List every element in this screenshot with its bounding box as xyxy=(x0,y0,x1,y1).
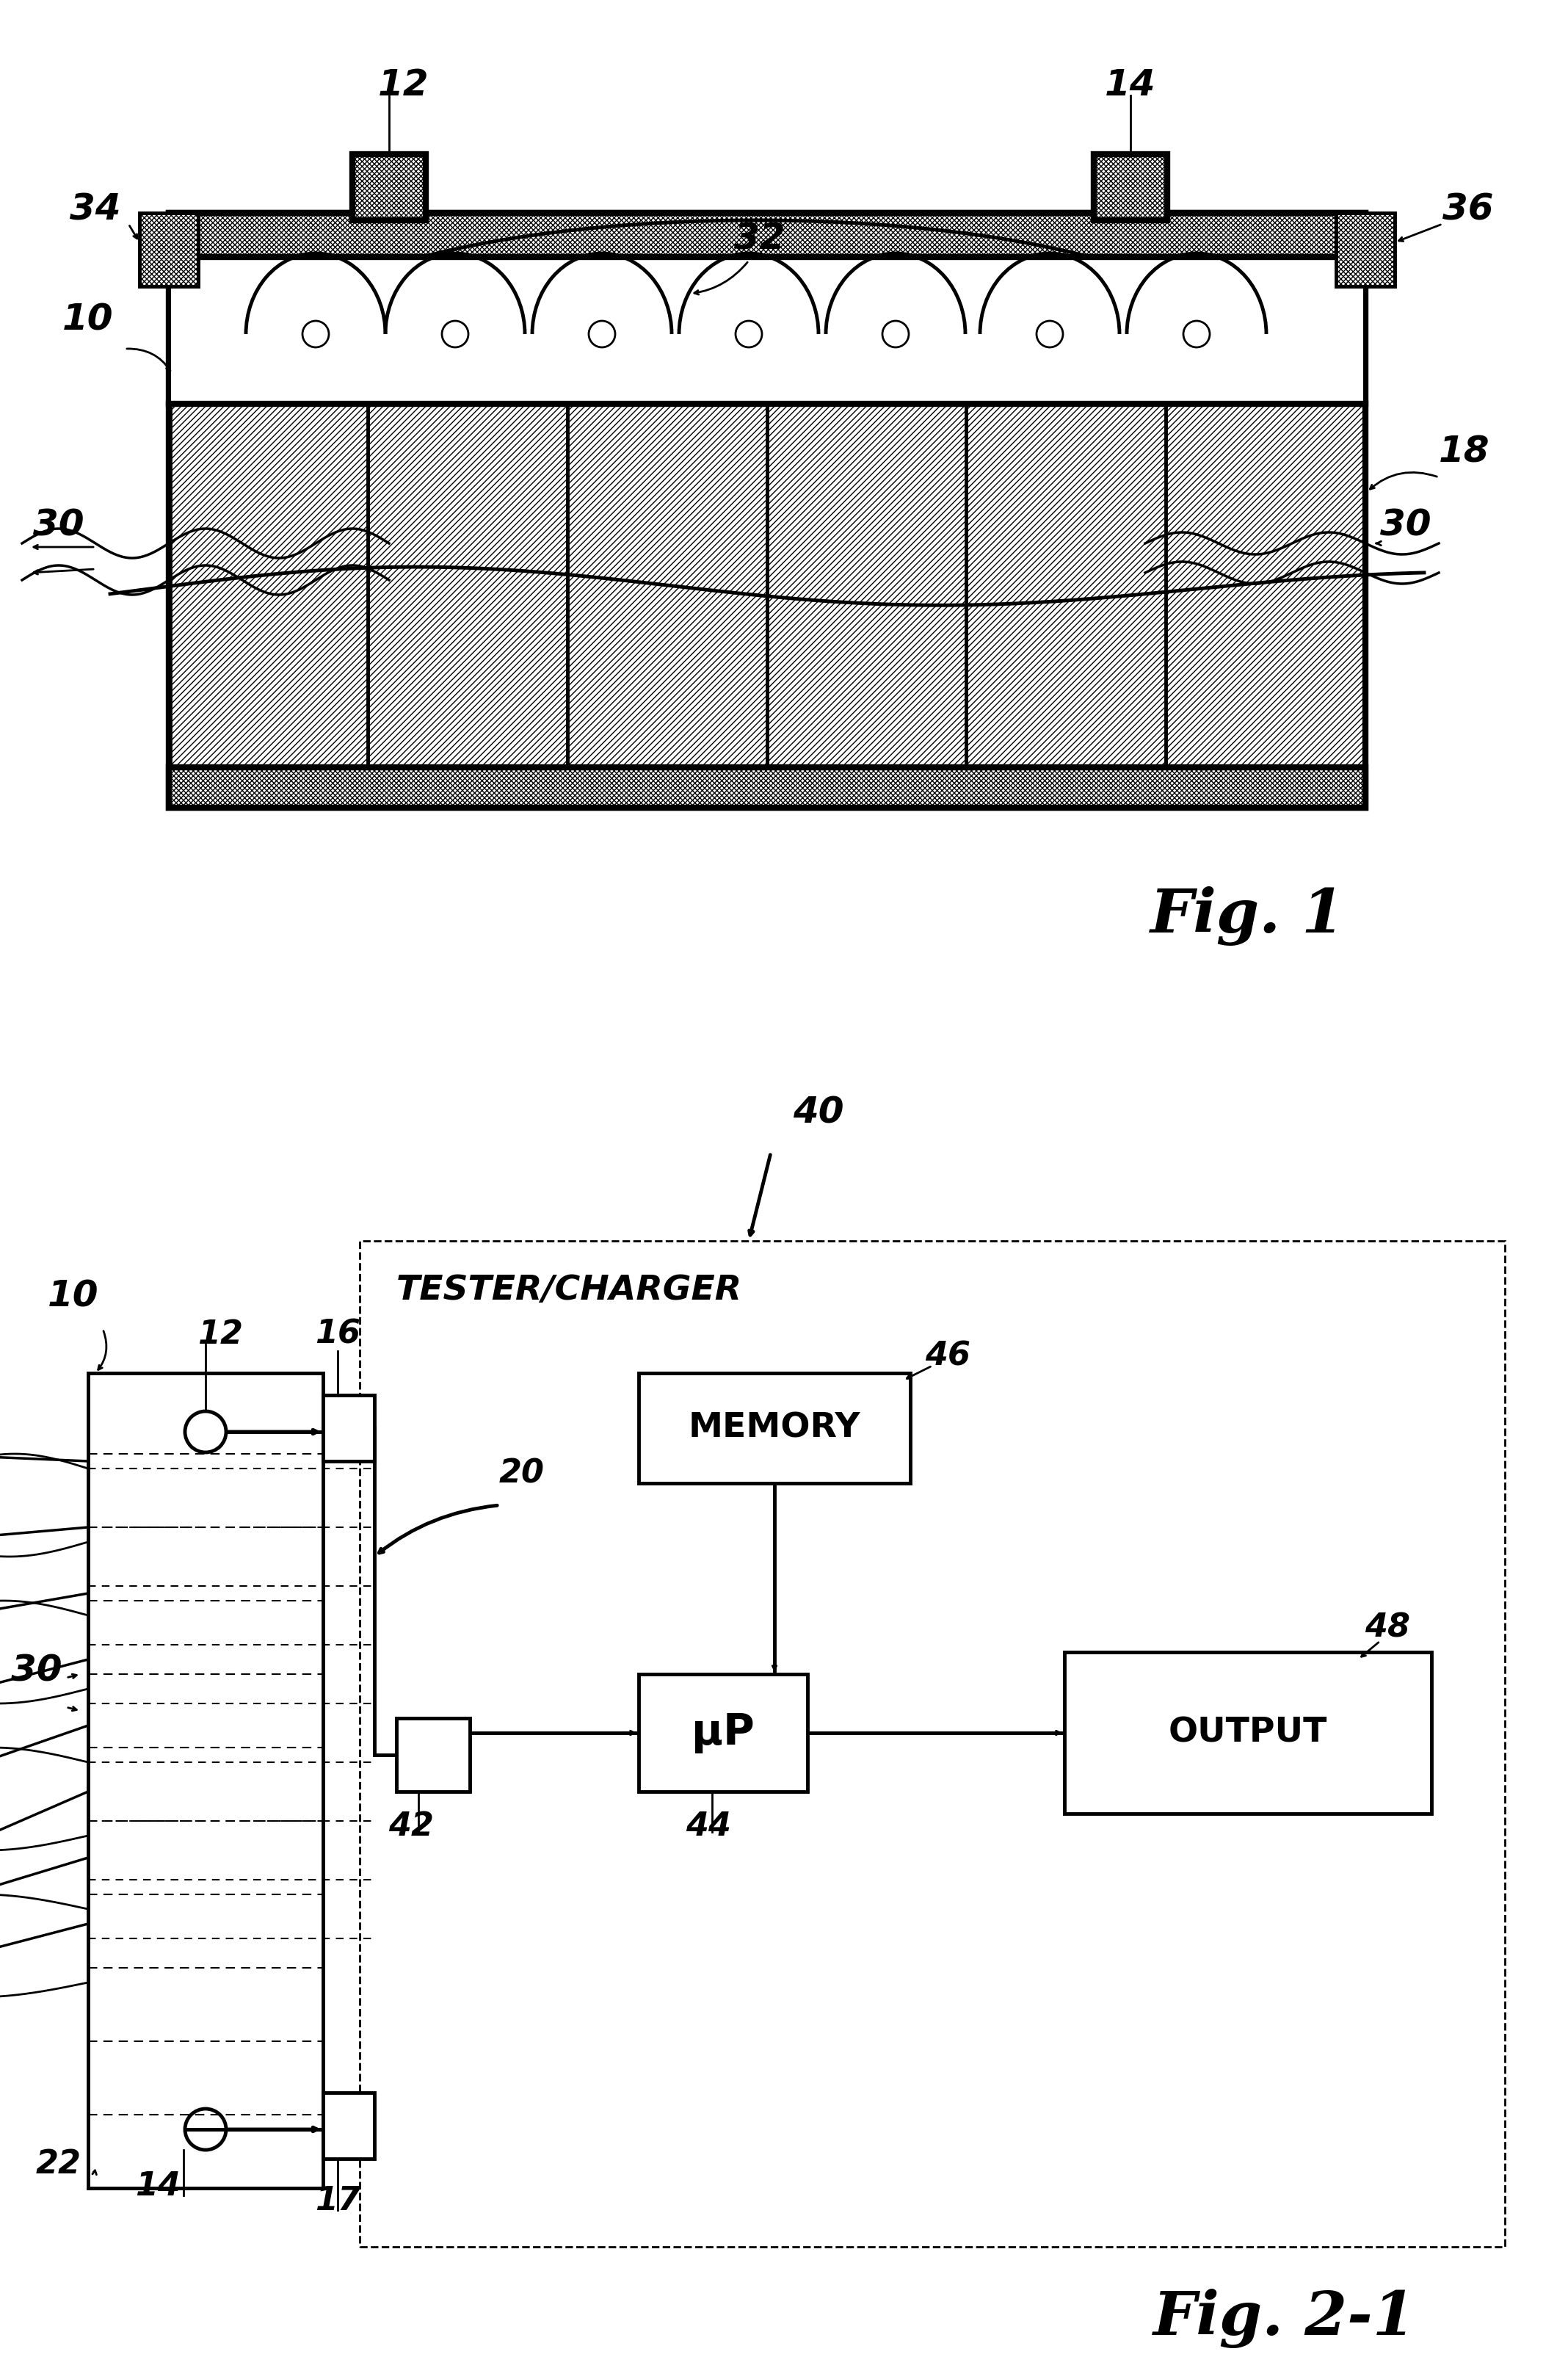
Text: 10: 10 xyxy=(49,1280,99,1313)
Text: 22: 22 xyxy=(36,2148,82,2179)
Text: Fig. 2-1: Fig. 2-1 xyxy=(1154,2289,1416,2348)
Text: Fig. 1: Fig. 1 xyxy=(1151,887,1345,947)
Text: 16: 16 xyxy=(315,1318,361,1351)
Bar xyxy=(1065,1651,1432,1813)
Text: MEMORY: MEMORY xyxy=(688,1411,861,1444)
Bar xyxy=(171,214,1363,806)
Text: 48: 48 xyxy=(1364,1613,1410,1644)
Bar xyxy=(169,214,1366,257)
Bar xyxy=(1336,214,1396,285)
Text: TESTER/CHARGER: TESTER/CHARGER xyxy=(397,1273,742,1306)
Text: 12: 12 xyxy=(198,1318,243,1351)
Bar xyxy=(323,1394,375,1461)
Bar xyxy=(638,1675,808,1791)
Text: 40: 40 xyxy=(793,1094,844,1130)
Text: 36: 36 xyxy=(1443,193,1493,228)
Text: 14: 14 xyxy=(135,2170,180,2203)
Bar xyxy=(140,214,198,285)
Text: 10: 10 xyxy=(63,302,113,338)
Text: 34: 34 xyxy=(71,193,121,228)
Text: 46: 46 xyxy=(925,1342,971,1373)
Circle shape xyxy=(1184,321,1210,347)
Text: 30: 30 xyxy=(1380,509,1432,542)
Circle shape xyxy=(1036,321,1063,347)
Circle shape xyxy=(735,321,762,347)
Text: OUTPUT: OUTPUT xyxy=(1168,1715,1328,1749)
Circle shape xyxy=(588,321,615,347)
Bar xyxy=(169,768,1366,809)
Text: 30: 30 xyxy=(33,509,85,542)
Text: μP: μP xyxy=(691,1713,754,1753)
Text: 44: 44 xyxy=(685,1810,731,1841)
Text: 42: 42 xyxy=(389,1810,434,1841)
Bar xyxy=(323,2094,375,2158)
Circle shape xyxy=(442,321,469,347)
Bar xyxy=(353,155,426,221)
Text: 17: 17 xyxy=(315,2186,361,2217)
Bar xyxy=(1094,155,1167,221)
Text: 30: 30 xyxy=(11,1653,63,1689)
Bar xyxy=(171,257,1363,404)
Bar xyxy=(638,1373,911,1482)
Text: 18: 18 xyxy=(1439,435,1490,471)
Bar xyxy=(397,1718,470,1791)
Circle shape xyxy=(883,321,909,347)
Text: 12: 12 xyxy=(378,67,430,102)
Circle shape xyxy=(303,321,329,347)
Text: 32: 32 xyxy=(734,221,786,257)
Text: 14: 14 xyxy=(1105,67,1156,102)
Text: 20: 20 xyxy=(499,1458,544,1489)
Bar xyxy=(359,1242,1505,2246)
Bar xyxy=(88,1373,323,2189)
